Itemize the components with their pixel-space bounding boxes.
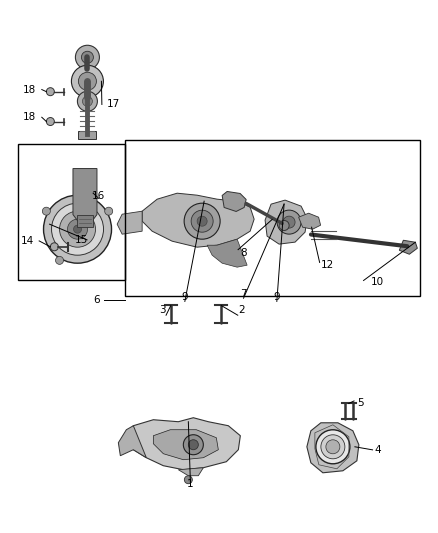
Circle shape — [279, 221, 289, 230]
Circle shape — [188, 440, 198, 450]
Polygon shape — [307, 423, 359, 473]
Circle shape — [184, 203, 220, 239]
Circle shape — [78, 72, 96, 90]
Polygon shape — [222, 191, 246, 212]
Circle shape — [52, 203, 103, 255]
Polygon shape — [399, 240, 417, 254]
Circle shape — [42, 207, 50, 215]
Text: 18: 18 — [23, 112, 36, 122]
Polygon shape — [73, 168, 97, 223]
Circle shape — [105, 207, 113, 215]
Text: 9: 9 — [273, 293, 280, 302]
Circle shape — [46, 87, 54, 96]
Text: 1: 1 — [187, 480, 194, 489]
Circle shape — [184, 435, 203, 455]
Text: 4: 4 — [374, 445, 381, 455]
Circle shape — [75, 45, 99, 69]
Circle shape — [277, 210, 301, 234]
Text: 14: 14 — [21, 236, 34, 246]
Text: 2: 2 — [238, 305, 245, 315]
Circle shape — [50, 243, 58, 251]
Polygon shape — [117, 211, 142, 234]
Polygon shape — [78, 131, 96, 139]
Circle shape — [316, 430, 350, 464]
Circle shape — [283, 216, 295, 228]
Text: 17: 17 — [107, 100, 120, 109]
Text: 18: 18 — [23, 85, 36, 94]
Circle shape — [71, 65, 103, 97]
Text: 7: 7 — [240, 289, 247, 299]
Bar — [125, 140, 420, 296]
Circle shape — [326, 440, 340, 454]
Polygon shape — [207, 239, 247, 267]
Text: 9: 9 — [181, 293, 188, 302]
Polygon shape — [178, 468, 203, 476]
Polygon shape — [153, 430, 218, 460]
Circle shape — [81, 51, 93, 63]
Circle shape — [191, 210, 213, 232]
Circle shape — [67, 219, 88, 239]
Circle shape — [184, 476, 192, 484]
Text: 15: 15 — [74, 235, 88, 245]
Circle shape — [60, 211, 95, 247]
Polygon shape — [142, 193, 254, 247]
Circle shape — [46, 117, 54, 126]
Polygon shape — [299, 213, 321, 229]
Bar — [18, 144, 125, 280]
Circle shape — [74, 225, 81, 233]
Polygon shape — [265, 200, 307, 244]
Circle shape — [321, 435, 345, 459]
Text: 16: 16 — [92, 191, 105, 201]
Text: 3: 3 — [159, 305, 166, 315]
Text: 10: 10 — [371, 278, 384, 287]
Circle shape — [78, 91, 97, 111]
Circle shape — [43, 195, 112, 263]
Text: 6: 6 — [93, 295, 100, 304]
Text: 5: 5 — [357, 398, 364, 408]
Polygon shape — [118, 426, 146, 458]
Circle shape — [56, 256, 64, 264]
Text: 12: 12 — [321, 261, 334, 270]
Circle shape — [197, 216, 207, 226]
Polygon shape — [126, 418, 240, 470]
Polygon shape — [77, 215, 93, 227]
Circle shape — [82, 96, 92, 106]
Text: 8: 8 — [240, 248, 247, 257]
